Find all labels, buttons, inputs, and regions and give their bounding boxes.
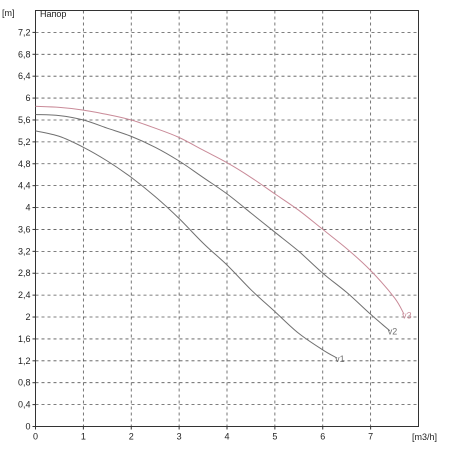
x-tick-label: 1: [81, 432, 86, 442]
y-tick-label: 6,4: [18, 71, 31, 81]
curve-v1: [35, 130, 338, 359]
x-tick-label: 4: [224, 432, 229, 442]
x-axis-ticks: 0 1 2 3 4 5 6 7: [33, 426, 373, 442]
curves: v1 v2 v3: [35, 105, 412, 364]
y-tick-label: 5,6: [18, 115, 31, 125]
grid: [35, 10, 419, 427]
y-tick-label: 0,8: [18, 378, 31, 388]
y-tick-label: 7,2: [18, 27, 31, 37]
x-tick-label: 3: [177, 432, 182, 442]
curve-label-v3: v3: [402, 310, 412, 320]
y-tick-label: 4,4: [18, 181, 31, 191]
y-tick-label: 2,4: [18, 290, 31, 300]
curve-v3: [35, 105, 405, 315]
y-tick-label: 3,6: [18, 224, 31, 234]
y-tick-label: 6: [25, 93, 30, 103]
y-tick-label: 2,8: [18, 268, 31, 278]
y-tick-label: 1,6: [18, 334, 31, 344]
y-tick-label: 4: [25, 203, 30, 213]
x-tick-label: 2: [129, 432, 134, 442]
curve-label-v2: v2: [388, 327, 398, 337]
chart-title: Напор: [40, 9, 66, 19]
y-axis-label: [m]: [2, 8, 15, 18]
y-tick-label: 0,4: [18, 400, 31, 410]
x-tick-label: 5: [272, 432, 277, 442]
curve-v2: [35, 114, 391, 332]
y-tick-label: 6,8: [18, 49, 31, 59]
y-tick-label: 5,2: [18, 137, 31, 147]
x-axis-label: [m3/h]: [412, 432, 437, 442]
y-tick-label: 3,2: [18, 246, 31, 256]
curve-label-v1: v1: [335, 354, 345, 364]
y-tick-label: 2: [25, 312, 30, 322]
y-tick-label: 4,8: [18, 159, 31, 169]
y-tick-label: 1,2: [18, 356, 31, 366]
x-tick-label: 0: [33, 432, 38, 442]
y-axis-ticks: 0 0,4 0,8 1,2 1,6 2 2,4 2,8 3,2 3,6 4 4,4 4,8 5,2 5,6 6…: [18, 27, 36, 432]
x-tick-label: 6: [320, 432, 325, 442]
y-tick-label: 0: [25, 422, 30, 432]
x-tick-label: 7: [368, 432, 373, 442]
